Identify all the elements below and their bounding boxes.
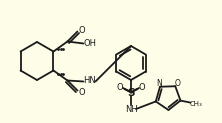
Text: N: N: [156, 79, 162, 88]
Text: OH: OH: [84, 39, 97, 48]
Text: CH₃: CH₃: [190, 101, 203, 107]
Text: O: O: [78, 88, 85, 97]
Text: NH: NH: [125, 105, 137, 114]
Text: O: O: [78, 26, 85, 35]
Text: S: S: [127, 88, 135, 98]
Text: O: O: [117, 83, 123, 92]
Text: O: O: [139, 83, 145, 92]
Text: HN: HN: [83, 76, 96, 85]
Text: O: O: [174, 79, 180, 88]
